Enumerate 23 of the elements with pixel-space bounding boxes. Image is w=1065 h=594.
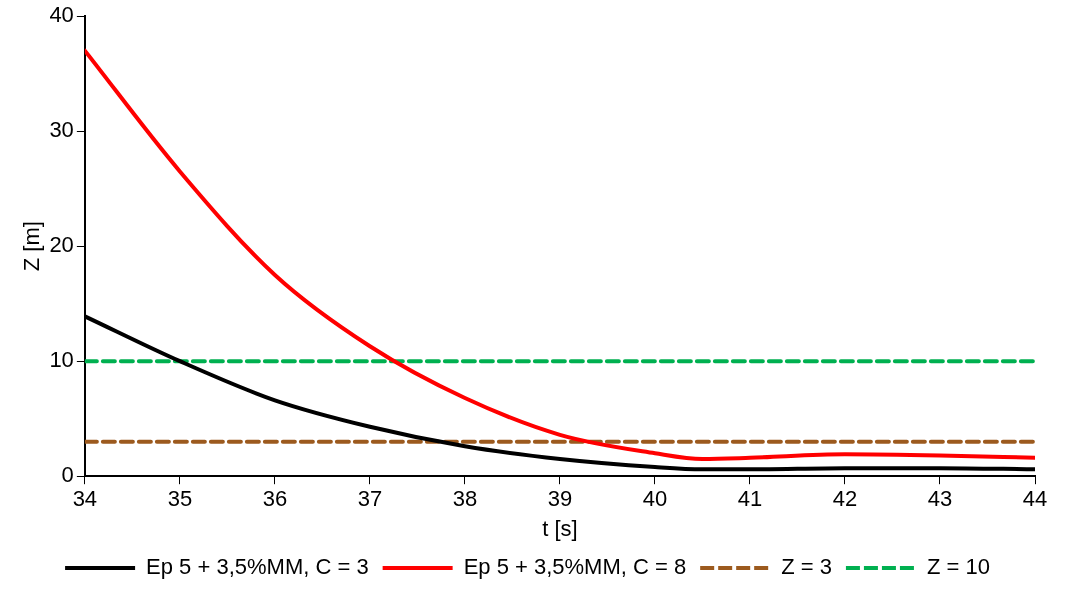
x-tick-label: 43 — [927, 486, 953, 512]
y-tick-label: 40 — [49, 2, 74, 28]
legend-label: Z = 3 — [781, 554, 832, 580]
x-tick-label: 36 — [262, 486, 288, 512]
x-tick-label: 35 — [167, 486, 193, 512]
x-tick-label: 39 — [547, 486, 573, 512]
x-tick-label: 44 — [1022, 486, 1048, 512]
x-tick-label: 41 — [737, 486, 763, 512]
x-tick-label: 42 — [832, 486, 858, 512]
y-tick-label: 10 — [49, 347, 74, 373]
legend-label: Z = 10 — [926, 554, 990, 580]
x-tick-label: 38 — [452, 486, 478, 512]
y-tick-label: 30 — [49, 117, 74, 143]
x-tick-label: 34 — [72, 486, 98, 512]
y-tick-label: 20 — [49, 232, 74, 258]
x-tick-label: 40 — [642, 486, 668, 512]
y-tick-label: 0 — [61, 462, 74, 488]
x-axis-title: t [s] — [542, 515, 578, 541]
y-axis-title: Z [m] — [19, 221, 45, 272]
line-series — [84, 48, 1035, 461]
legend-label: Ep 5 + 3,5%MM, C = 3 — [146, 554, 369, 580]
legend-label: Ep 5 + 3,5%MM, C = 8 — [463, 554, 687, 580]
x-tick-label: 37 — [357, 486, 383, 512]
